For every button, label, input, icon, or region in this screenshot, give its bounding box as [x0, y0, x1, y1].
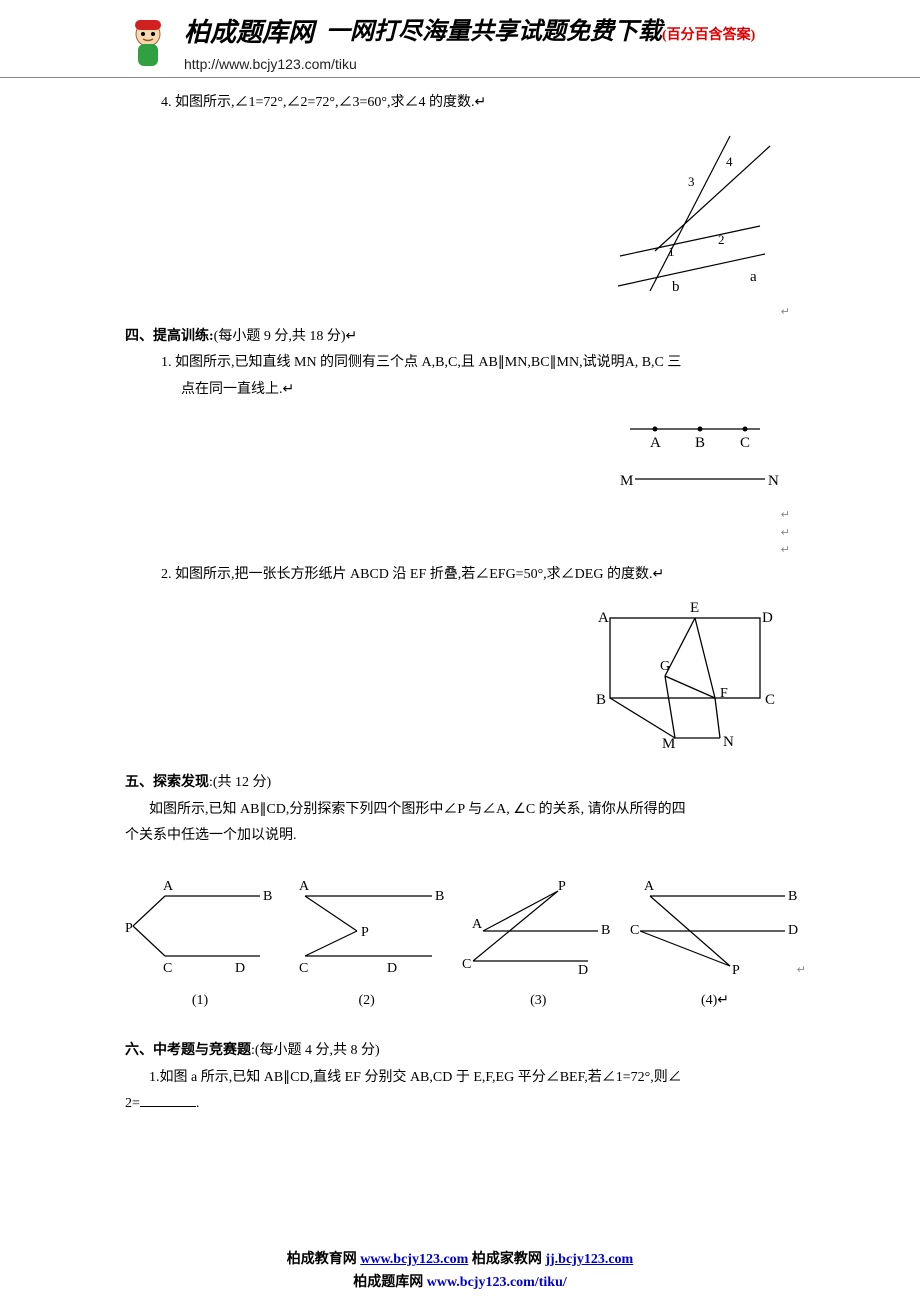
sec4-q1: 1. 如图所示,已知直线 MN 的同侧有三个点 A,B,C,且 AB∥MN,BC…	[125, 352, 800, 374]
sec6-q1-l2-prefix: 2=	[125, 1096, 140, 1111]
footer-l2b: www.bcjy123.com/tiku/	[427, 1275, 567, 1290]
return-marker-2: ↵↵↵	[781, 507, 790, 560]
section-6-heading: 六、中考题与竞赛题:(每小题 4 分,共 8 分)	[125, 1040, 800, 1062]
sec5-line2: 个关系中任选一个加以说明.	[125, 825, 800, 847]
svg-text:B: B	[601, 923, 610, 938]
sec4-q2: 2. 如图所示,把一张长方形纸片 ABCD 沿 EF 折叠,若∠EFG=50°,…	[125, 564, 800, 586]
section-5-heading: 五、探索发现:(共 12 分)	[125, 772, 800, 794]
q4-label-a: a	[750, 269, 757, 285]
s4q2-F: F	[720, 686, 728, 701]
sec5-cap4: (4)↵	[701, 993, 729, 1008]
footer-l1a: 柏成教育网	[287, 1252, 361, 1267]
section-4-heading: 四、提高训练:(每小题 9 分,共 18 分)↵	[125, 326, 800, 348]
return-marker-1: ↵	[781, 304, 790, 322]
sec5-fig1: A B P C D (1)	[125, 876, 275, 1013]
svg-text:P: P	[558, 879, 566, 894]
s4q1-B: B	[695, 435, 705, 451]
page-content: 4. 如图所示,∠1=72°,∠2=72°,∠3=60°,求∠4 的度数.↵ 1…	[0, 78, 920, 1139]
site-name: 柏成题库网	[184, 12, 314, 54]
footer-l2a: 柏成题库网	[353, 1275, 427, 1290]
header-text-block: 柏成题库网 一网打尽海量共享试题免费下载(百分百含答案) http://www.…	[184, 12, 755, 76]
sec5-line1: 如图所示,已知 AB∥CD,分别探索下列四个图形中∠P 与∠A, ∠C 的关系,…	[125, 799, 800, 821]
q4-figure: 1 2 3 4 a b	[610, 126, 780, 296]
svg-text:P: P	[732, 963, 740, 976]
s4q2-N: N	[723, 734, 734, 748]
section-4-title: 四、提高训练:	[125, 329, 214, 344]
sec5-cap3: (3)	[458, 990, 618, 1012]
sec4-q2-num: 2.	[161, 567, 172, 582]
svg-text:A: A	[472, 917, 483, 932]
svg-text:A: A	[163, 879, 174, 894]
sec5-cap2: (2)	[287, 990, 447, 1012]
svg-text:C: C	[163, 961, 172, 976]
s4q2-M: M	[662, 736, 675, 748]
q4-label-b: b	[672, 279, 680, 295]
svg-text:B: B	[263, 889, 272, 904]
s4q1-A: A	[650, 435, 661, 451]
footer-l1c: 柏成家教网	[468, 1252, 545, 1267]
svg-text:P: P	[361, 925, 369, 940]
svg-text:D: D	[788, 923, 798, 938]
s4q2-E: E	[690, 600, 699, 616]
sec5-figures-row: A B P C D (1) A B P C	[125, 866, 800, 1023]
header-url: http://www.bcjy123.com/tiku	[184, 53, 755, 75]
s4q2-G: G	[660, 659, 670, 674]
s4q1-M: M	[620, 473, 633, 489]
question-4: 4. 如图所示,∠1=72°,∠2=72°,∠3=60°,求∠4 的度数.↵	[125, 92, 800, 114]
q4-label-3: 3	[688, 174, 695, 189]
sec4-q2-figure: A E D B G F C M N	[590, 598, 780, 748]
section-6-sub: :(每小题 4 分,共 8 分)	[251, 1043, 380, 1058]
sec4-q1-line2: 点在同一直线上.↵	[181, 382, 294, 397]
section-4-sub: (每小题 9 分,共 18 分)↵	[214, 329, 358, 344]
footer-link-2[interactable]: jj.bcjy123.com	[545, 1252, 633, 1267]
svg-text:D: D	[578, 963, 588, 976]
s4q1-C: C	[740, 435, 750, 451]
svg-text:B: B	[435, 889, 444, 904]
svg-text:C: C	[630, 923, 639, 938]
svg-text:C: C	[462, 957, 471, 972]
q4-label-4: 4	[726, 154, 733, 169]
s4q2-A: A	[598, 610, 609, 626]
s4q2-D: D	[762, 610, 773, 626]
site-slogan: 一网打尽海量共享试题免费下载	[326, 19, 662, 45]
section-6-title: 六、中考题与竞赛题	[125, 1043, 251, 1058]
q4-text: 如图所示,∠1=72°,∠2=72°,∠3=60°,求∠4 的度数.↵	[175, 95, 486, 110]
section-5-sub: :(共 12 分)	[209, 775, 271, 790]
sec5-cap1: (1)	[125, 990, 275, 1012]
sec6-q1-line2: 2=.	[125, 1093, 800, 1115]
sec4-q1-line1: 如图所示,已知直线 MN 的同侧有三个点 A,B,C,且 AB∥MN,BC∥MN…	[175, 355, 681, 370]
s4q1-N: N	[768, 473, 779, 489]
slogan-annotation: (百分百含答案)	[662, 28, 755, 43]
sec4-q1-cont: 点在同一直线上.↵	[125, 379, 800, 401]
svg-text:A: A	[299, 879, 310, 894]
q4-number: 4.	[161, 95, 172, 110]
sec4-q1-num: 1.	[161, 355, 172, 370]
svg-text:C: C	[299, 961, 308, 976]
s4q2-B: B	[596, 692, 606, 708]
svg-text:B: B	[788, 889, 797, 904]
footer-link-1[interactable]: www.bcjy123.com	[360, 1252, 468, 1267]
svg-text:P: P	[125, 921, 133, 936]
sec6-q1-l2-suffix: .	[196, 1096, 200, 1111]
page-footer: 柏成教育网 www.bcjy123.com 柏成家教网 jj.bcjy123.c…	[0, 1249, 920, 1294]
sec5-fig3: P A B C D (3)	[458, 876, 618, 1013]
sec6-q1-line1: 1.如图 a 所示,已知 AB∥CD,直线 EF 分别交 AB,CD 于 E,F…	[125, 1067, 800, 1089]
q4-label-2: 2	[718, 232, 725, 247]
page-header: 柏成题库网 一网打尽海量共享试题免费下载(百分百含答案) http://www.…	[0, 0, 920, 78]
svg-text:D: D	[387, 961, 397, 976]
sec5-fig2: A B P C D (2)	[287, 876, 447, 1013]
section-5-title: 五、探索发现	[125, 775, 209, 790]
answer-blank	[140, 1093, 196, 1107]
svg-text:D: D	[235, 961, 245, 976]
s4q2-C: C	[765, 692, 775, 708]
sec4-q1-figure: A B C M N	[620, 409, 780, 499]
mascot-icon	[120, 16, 176, 72]
sec5-fig4: A B C D P (4)↵	[630, 876, 800, 1013]
q4-label-1: 1	[668, 244, 675, 259]
sec4-q2-text: 如图所示,把一张长方形纸片 ABCD 沿 EF 折叠,若∠EFG=50°,求∠D…	[175, 567, 664, 582]
svg-text:A: A	[644, 879, 655, 894]
